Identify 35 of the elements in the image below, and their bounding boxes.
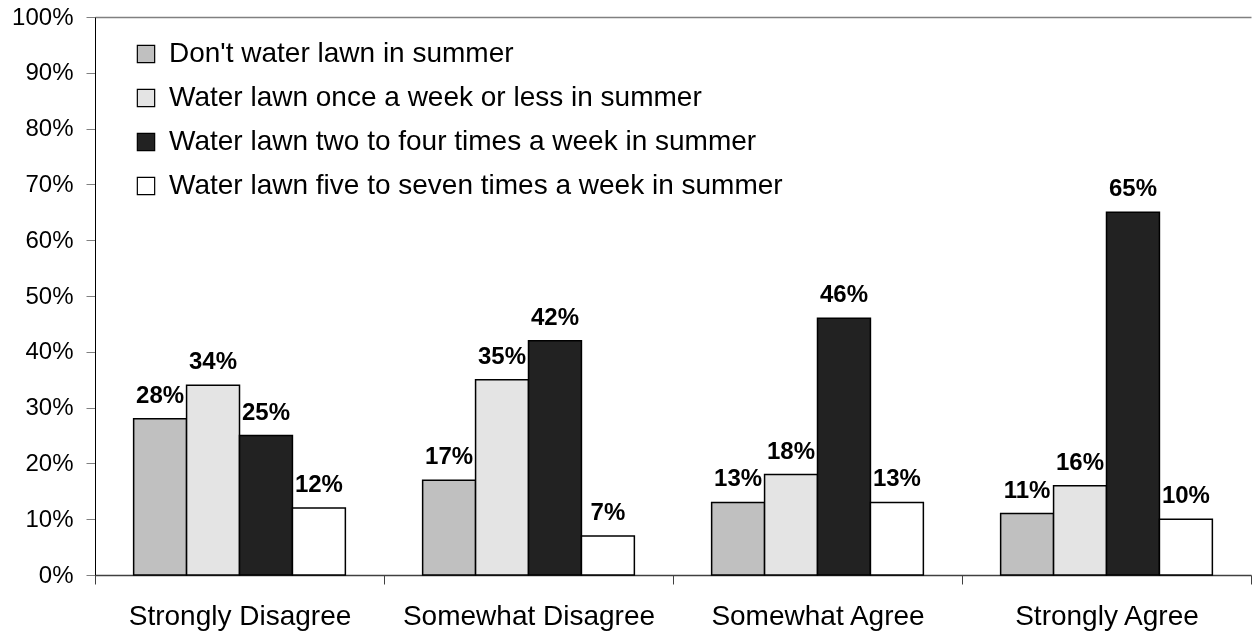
data-label: 46% bbox=[819, 280, 868, 308]
y-tick-label: 40% bbox=[25, 337, 74, 365]
data-label: 35% bbox=[478, 341, 527, 369]
data-label: 34% bbox=[189, 347, 238, 375]
y-tick-label: 60% bbox=[25, 225, 74, 253]
data-label: 16% bbox=[1056, 447, 1105, 475]
legend-label: Water lawn five to seven times a week in summer bbox=[169, 169, 783, 200]
data-label: 25% bbox=[241, 397, 290, 425]
x-tick-label: Somewhat Disagree bbox=[402, 599, 656, 631]
y-tick-label: 0% bbox=[38, 560, 74, 588]
data-label: 13% bbox=[872, 464, 921, 492]
y-tick-label: 70% bbox=[25, 169, 74, 197]
data-label: 13% bbox=[714, 464, 763, 492]
legend-label: Water lawn two to four times a week in summer bbox=[169, 125, 757, 156]
x-tick-label: Strongly Agree bbox=[1015, 599, 1199, 631]
y-tick-label: 50% bbox=[25, 281, 74, 309]
y-tick-label: 90% bbox=[25, 58, 74, 86]
y-tick-label: 100% bbox=[12, 2, 74, 30]
legend-label: Water lawn once a week or less in summer bbox=[169, 81, 702, 112]
data-label: 17% bbox=[425, 442, 474, 470]
y-tick-label: 20% bbox=[25, 448, 74, 476]
data-label: 28% bbox=[136, 380, 185, 408]
x-tick-label: Strongly Disagree bbox=[128, 599, 352, 631]
data-label: 18% bbox=[767, 436, 816, 464]
data-label: 65% bbox=[1108, 174, 1157, 202]
data-label: 42% bbox=[530, 302, 579, 330]
data-label: 12% bbox=[294, 470, 343, 498]
data-label: 7% bbox=[590, 497, 626, 525]
y-tick-label: 30% bbox=[25, 393, 74, 421]
data-label: 10% bbox=[1161, 481, 1210, 509]
x-tick-label: Somewhat Agree bbox=[711, 599, 925, 631]
y-tick-label: 10% bbox=[25, 504, 74, 532]
legend-label: Don't water lawn in summer bbox=[169, 37, 514, 68]
y-tick-label: 80% bbox=[25, 114, 74, 142]
data-label: 11% bbox=[1003, 475, 1051, 503]
